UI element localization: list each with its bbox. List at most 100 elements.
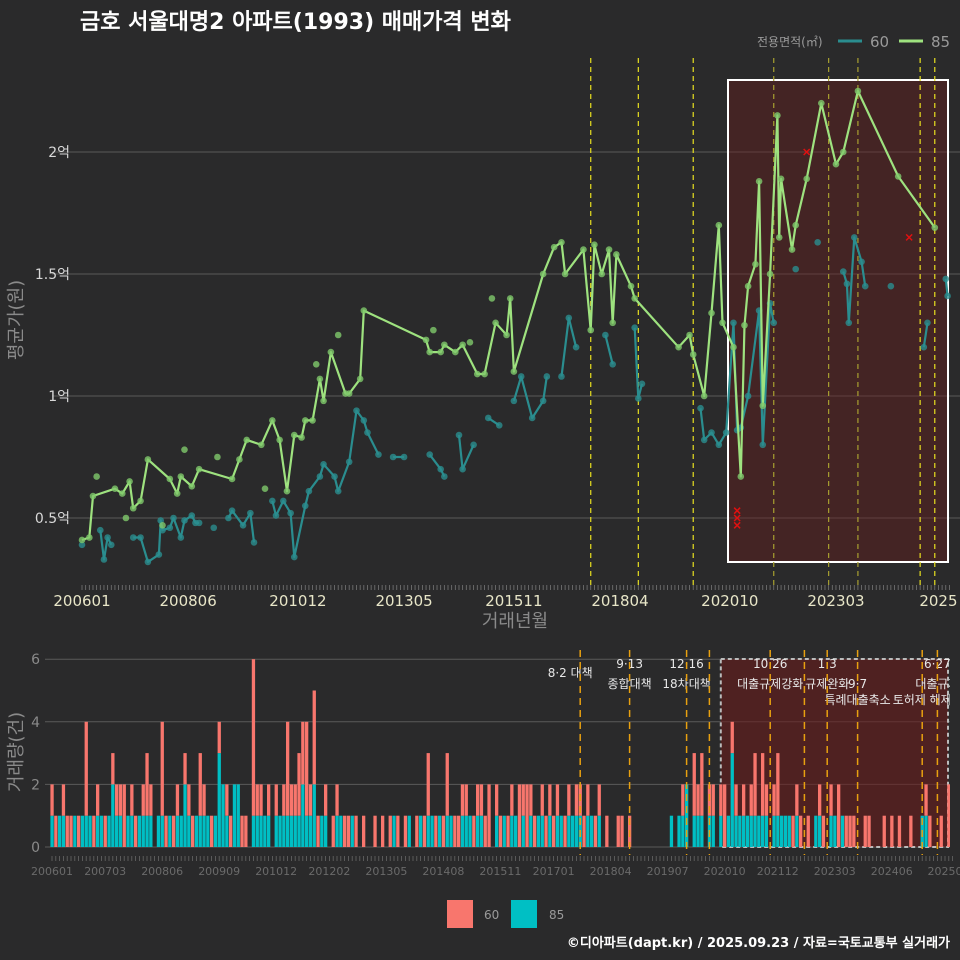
bar-85 bbox=[677, 815, 681, 847]
bar-85 bbox=[58, 815, 62, 847]
cancelled-trade-mark bbox=[733, 507, 741, 515]
bar-85 bbox=[305, 815, 309, 847]
bar-60 bbox=[593, 815, 598, 847]
bar-85 bbox=[88, 815, 92, 847]
data-point-85 bbox=[228, 475, 236, 483]
bar-60 bbox=[130, 784, 134, 816]
bar-60 bbox=[947, 784, 950, 847]
data-point-60 bbox=[316, 473, 324, 480]
data-point-85 bbox=[759, 402, 767, 410]
bar-85 bbox=[669, 815, 674, 847]
bar-60 bbox=[445, 753, 449, 816]
bar-85 bbox=[476, 815, 480, 847]
bar-85 bbox=[536, 815, 541, 847]
data-point-60 bbox=[228, 507, 236, 514]
bar-85 bbox=[232, 784, 237, 847]
bar-85 bbox=[145, 815, 149, 847]
bar-85 bbox=[289, 815, 294, 847]
legend-bottom: 60 85 bbox=[447, 900, 564, 928]
bar-85 bbox=[772, 815, 776, 847]
data-point-85 bbox=[766, 270, 774, 278]
bar-85 bbox=[726, 815, 731, 847]
data-point-85 bbox=[214, 453, 221, 461]
cancelled-trade-mark bbox=[733, 514, 741, 522]
data-point-60 bbox=[360, 417, 368, 424]
data-point-85 bbox=[788, 246, 796, 253]
bar-60 bbox=[388, 815, 392, 847]
bar-85 bbox=[301, 784, 305, 847]
data-point-60 bbox=[839, 268, 847, 275]
bar-85 bbox=[308, 815, 313, 847]
data-point-85 bbox=[539, 270, 547, 278]
bar-60 bbox=[574, 784, 579, 816]
x-tick-label: 200601 bbox=[53, 592, 110, 610]
bar-60 bbox=[806, 815, 810, 847]
bar-60 bbox=[305, 721, 309, 816]
data-point-85 bbox=[159, 522, 166, 529]
volume-x-tick-label: 201202 bbox=[308, 865, 350, 878]
data-point-85 bbox=[236, 456, 243, 463]
data-point-85 bbox=[441, 341, 448, 349]
bar-85 bbox=[206, 815, 210, 847]
data-point-85 bbox=[452, 348, 459, 356]
data-point-85 bbox=[93, 473, 100, 480]
bar-60 bbox=[373, 815, 377, 847]
bar-60 bbox=[525, 784, 529, 847]
bar-85 bbox=[141, 815, 145, 847]
bar-85 bbox=[236, 784, 240, 847]
bar-85 bbox=[529, 815, 533, 847]
bar-60 bbox=[312, 690, 316, 785]
data-point-85 bbox=[931, 224, 939, 231]
bar-85 bbox=[510, 815, 514, 847]
y-tick-label: 0.5억 bbox=[35, 511, 70, 527]
bar-60 bbox=[867, 815, 871, 847]
bar-60 bbox=[517, 784, 522, 847]
data-point-85 bbox=[613, 251, 620, 258]
event-label: 8·2 대책 bbox=[548, 665, 593, 680]
data-point-85 bbox=[708, 309, 715, 317]
bar-85 bbox=[392, 815, 396, 847]
x-tick-label: 202303 bbox=[807, 592, 864, 610]
bar-85 bbox=[251, 815, 256, 847]
data-point-85 bbox=[430, 326, 437, 334]
bar-60 bbox=[198, 753, 202, 816]
data-point-85 bbox=[269, 417, 276, 424]
data-point-60 bbox=[459, 465, 466, 473]
volume-x-tick-label: 201408 bbox=[422, 865, 464, 878]
data-point-60 bbox=[517, 373, 525, 380]
bar-85 bbox=[787, 815, 791, 847]
bar-60 bbox=[415, 815, 419, 847]
data-point-60 bbox=[137, 534, 144, 541]
bar-60 bbox=[548, 784, 552, 816]
data-point-60 bbox=[97, 526, 104, 534]
data-point-85 bbox=[356, 375, 364, 383]
bar-85 bbox=[449, 815, 453, 847]
data-point-60 bbox=[272, 512, 280, 519]
data-point-60 bbox=[305, 487, 313, 495]
data-point-60 bbox=[495, 421, 503, 429]
bar-85 bbox=[597, 815, 601, 847]
bar-85 bbox=[198, 815, 202, 847]
bar-85 bbox=[559, 815, 563, 847]
data-point-85 bbox=[290, 431, 298, 439]
bar-60 bbox=[282, 784, 286, 816]
bar-85 bbox=[685, 784, 689, 847]
bar-60 bbox=[343, 815, 347, 847]
bar-85 bbox=[840, 815, 845, 847]
data-point-60 bbox=[331, 473, 338, 480]
bar-85 bbox=[464, 815, 468, 847]
bar-85 bbox=[286, 815, 290, 847]
bar-85 bbox=[194, 815, 199, 847]
bar-60 bbox=[65, 815, 69, 847]
data-point-85 bbox=[752, 260, 759, 268]
bar-60 bbox=[229, 815, 233, 847]
bar-85 bbox=[126, 815, 130, 847]
data-point-85 bbox=[803, 175, 810, 183]
y-tick-label: 2억 bbox=[48, 145, 70, 161]
volume-x-tick-label: 201511 bbox=[479, 865, 521, 878]
data-point-85 bbox=[686, 331, 693, 339]
bar-60 bbox=[605, 815, 609, 847]
data-point-85 bbox=[188, 482, 196, 490]
data-point-85 bbox=[777, 175, 785, 183]
data-point-60 bbox=[437, 465, 444, 473]
